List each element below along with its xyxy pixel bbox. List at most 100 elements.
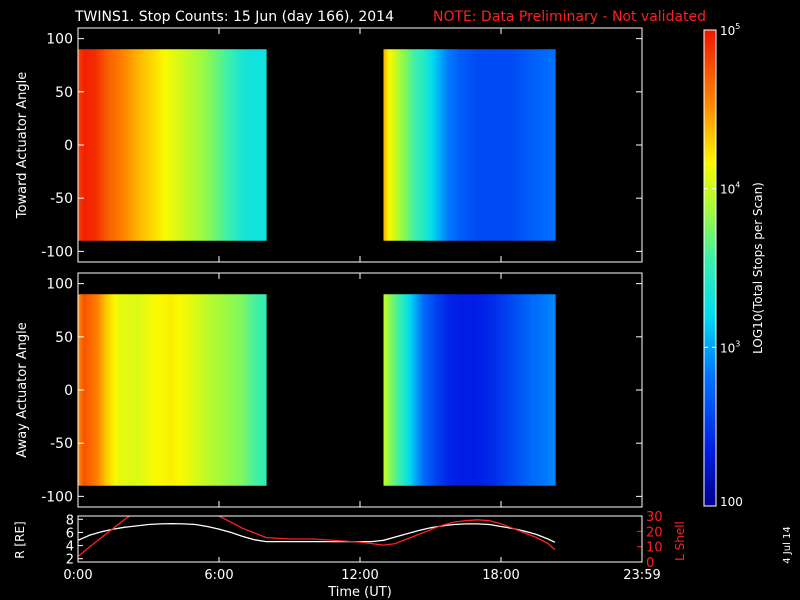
colorbar-tick-label: 100	[720, 495, 743, 509]
toward-heatmap-cell	[99, 49, 103, 241]
toward-heatmap-cell	[548, 49, 551, 241]
away-heatmap-cell	[195, 294, 199, 486]
away-heatmap-cell	[99, 294, 103, 486]
away-heatmap-cell	[122, 294, 126, 486]
toward-heatmap-cell	[82, 49, 86, 241]
toward-heatmap-cell	[162, 49, 166, 241]
toward-heatmap-cell	[496, 49, 500, 241]
toward-heatmap-cell	[515, 49, 519, 241]
toward-heatmap-cell	[449, 49, 453, 241]
toward-heatmap-cell	[101, 49, 105, 241]
away-heatmap-cell	[139, 294, 143, 486]
toward-heatmap-cell	[461, 49, 464, 241]
radius-line	[78, 522, 556, 543]
away-heatmap-cell	[519, 294, 523, 486]
toward-heatmap-cell	[207, 49, 211, 241]
toward-heatmap-cell	[106, 49, 110, 241]
away-heatmap-cell	[103, 294, 107, 486]
toward-heatmap-cell	[261, 49, 265, 241]
toward-heatmap-cell	[143, 49, 147, 241]
away-heatmap-cell	[233, 294, 237, 486]
toward-heatmap-cell	[550, 49, 554, 241]
toward-heatmap-cell	[425, 49, 429, 241]
away-heatmap-cell	[432, 294, 436, 486]
toward-heatmap-cell	[446, 49, 450, 241]
toward-heatmap-cell	[484, 49, 488, 241]
away-heatmap-cell	[242, 294, 246, 486]
time-x-tick-label: 18:00	[482, 568, 519, 583]
away-heatmap-cell	[101, 294, 105, 486]
toward-heatmap-cell	[129, 49, 133, 241]
lshell-y-tick-label: 0	[646, 556, 654, 571]
away-heatmap-cell	[533, 294, 537, 486]
toward-heatmap-cell	[472, 49, 476, 241]
toward-heatmap-cell	[94, 49, 98, 241]
away-heatmap-cell	[181, 294, 185, 486]
toward-heatmap-cell	[204, 49, 208, 241]
away-heatmap-cell	[143, 294, 147, 486]
toward-heatmap-cell	[139, 49, 143, 241]
away-heatmap-cell	[461, 294, 464, 486]
away-heatmap-cell	[498, 294, 502, 486]
away-heatmap-cell	[113, 294, 117, 486]
toward-heatmap-cell	[235, 49, 239, 241]
time-x-tick-label: 0:00	[63, 568, 92, 583]
away-heatmap-cell	[85, 294, 88, 486]
away-heatmap-cell	[548, 294, 551, 486]
toward-heatmap-cell	[136, 49, 140, 241]
away-heatmap-cell	[174, 294, 178, 486]
lshell-axis-label: L Shell	[673, 521, 687, 561]
toward-heatmap-cell	[470, 49, 474, 241]
toward-y-tick-label: 0	[64, 138, 73, 154]
toward-heatmap-cell	[540, 49, 544, 241]
away-heatmap-cell	[237, 294, 241, 486]
away-heatmap-cell	[129, 294, 133, 486]
away-heatmap-cell	[190, 294, 194, 486]
away-heatmap-cell	[202, 294, 206, 486]
away-heatmap-cell	[244, 294, 248, 486]
toward-heatmap-cell	[552, 49, 556, 241]
away-heatmap-cell	[254, 294, 258, 486]
away-heatmap-cell	[458, 294, 462, 486]
radius-y-tick-label: 6	[66, 526, 74, 541]
toward-heatmap-cell	[392, 49, 396, 241]
away-heatmap-cell	[484, 294, 488, 486]
toward-heatmap-cell	[442, 49, 446, 241]
away-heatmap-cell	[395, 294, 399, 486]
toward-heatmap-cell	[388, 49, 392, 241]
toward-heatmap-cell	[524, 49, 528, 241]
away-heatmap-cell	[216, 294, 220, 486]
away-heatmap-cell	[183, 294, 187, 486]
away-heatmap-cell	[127, 294, 131, 486]
colorbar-tick-exponent: 4	[735, 181, 740, 190]
away-heatmap-cell	[540, 294, 544, 486]
away-heatmap-cell	[167, 294, 171, 486]
away-heatmap-cell	[134, 294, 138, 486]
toward-heatmap-cell	[395, 49, 399, 241]
away-heatmap-cell	[219, 294, 222, 486]
toward-y-ticks: 100 50 0 -50 -100	[41, 28, 643, 262]
toward-heatmap-cell	[399, 49, 403, 241]
toward-heatmap-cell	[110, 49, 114, 241]
away-heatmap-cell	[489, 294, 493, 486]
toward-heatmap-cell	[211, 49, 215, 241]
toward-y-tick-label: -50	[50, 191, 73, 207]
toward-heatmap-cell	[103, 49, 107, 241]
away-heatmap-cell	[399, 294, 403, 486]
toward-heatmap-cell	[132, 49, 135, 241]
away-heatmap-cell	[176, 294, 180, 486]
away-heatmap-cell	[465, 294, 469, 486]
away-heatmap-cell	[94, 294, 98, 486]
toward-heatmap-cell	[96, 49, 100, 241]
radius-axis-label: R [RE]	[13, 521, 27, 558]
toward-heatmap-cell	[428, 49, 432, 241]
toward-heatmap-cell	[519, 49, 523, 241]
toward-heatmap-cell	[230, 49, 234, 241]
toward-heatmap-cell	[454, 49, 457, 241]
away-heatmap-cell	[162, 294, 166, 486]
away-heatmap-cell	[82, 294, 86, 486]
away-heatmap-cell	[496, 294, 500, 486]
away-heatmap-cell	[407, 294, 410, 486]
away-heatmap-cell	[446, 294, 450, 486]
